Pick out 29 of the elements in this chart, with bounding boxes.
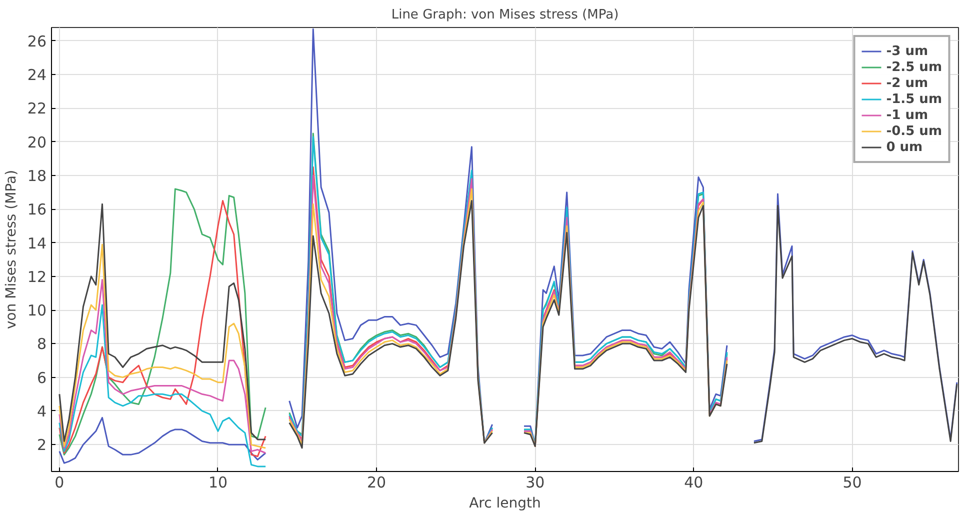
chart-title: Line Graph: von Mises stress (MPa) <box>391 8 619 22</box>
y-tick-label: 2 <box>36 436 47 454</box>
x-tick-label: 40 <box>684 474 704 492</box>
legend-label: -2.5 um <box>886 59 942 75</box>
legend-label: -1.5 um <box>886 91 942 107</box>
x-axis-title: Arc length <box>469 496 541 512</box>
y-tick-label: 8 <box>36 335 47 354</box>
y-tick-label: 10 <box>27 302 47 320</box>
legend-label: -1 um <box>886 107 928 123</box>
legend-label: -3 um <box>886 43 928 59</box>
y-tick-label: 14 <box>27 234 47 252</box>
y-tick-label: 4 <box>36 402 47 420</box>
y-axis-title: von Mises stress (MPa) <box>3 170 20 330</box>
x-tick-label: 50 <box>842 474 862 492</box>
y-tick-label: 16 <box>27 200 47 219</box>
legend-label: -2 um <box>886 75 928 91</box>
x-tick-label: 0 <box>54 474 64 492</box>
legend-label: -0.5 um <box>886 123 942 139</box>
y-tick-label: 18 <box>27 167 47 185</box>
x-tick-label: 20 <box>367 474 386 492</box>
y-tick-label: 24 <box>27 66 47 84</box>
x-tick-label: 30 <box>526 474 545 492</box>
legend-label: 0 um <box>886 139 923 155</box>
y-tick-label: 6 <box>36 368 47 387</box>
y-tick-label: 12 <box>27 268 47 286</box>
y-tick-label: 20 <box>27 133 47 152</box>
y-tick-label: 26 <box>27 32 47 50</box>
y-tick-label: 22 <box>27 100 47 118</box>
x-tick-label: 10 <box>208 474 228 492</box>
